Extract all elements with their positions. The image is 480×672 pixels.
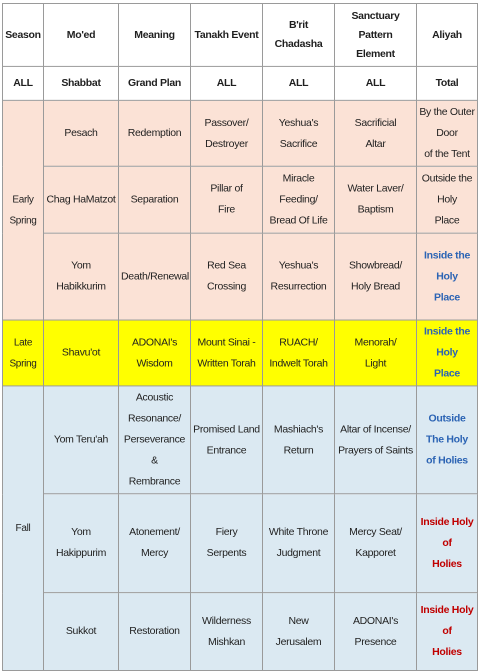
sanctuary-cell: Showbread/ Holy Bread — [334, 232, 417, 321]
header-meaning: Meaning — [118, 2, 191, 67]
moed-cell: Yom Habikkurim — [43, 232, 119, 321]
all-brit: ALL — [262, 65, 335, 101]
table-row: Sukkot Restoration Wilderness Mishkan Ne… — [3, 592, 478, 671]
table-row: Fall Yom Teru'ah Acoustic Resonance/ Per… — [2, 385, 478, 671]
tanakh-cell: Pillar of Fire — [190, 165, 263, 234]
meaning-cell: Redemption — [118, 99, 191, 167]
table-row: Late Spring Shavu'ot ADONAI's Wisdom Mou… — [2, 319, 478, 387]
tanakh-cell: Promised Land Entrance — [190, 385, 263, 495]
meaning-cell: Restoration — [118, 592, 191, 671]
aliyah-cell: Inside Holy of Holies — [416, 592, 478, 671]
season-fall: Fall — [2, 385, 44, 671]
tanakh-cell: Red Sea Crossing — [190, 232, 263, 321]
brit-cell: Miracle Feeding/ Bread Of Life — [262, 165, 335, 234]
tanakh-cell: Mount Sinai - Written Torah — [190, 319, 263, 387]
table-row: Chag HaMatzot Separation Pillar of Fire … — [3, 165, 478, 234]
tanakh-cell: Wilderness Mishkan — [190, 592, 263, 671]
tanakh-cell: Fiery Serpents — [190, 493, 263, 594]
table-row: Yom Hakippurim Atonement/ Mercy Fiery Se… — [3, 493, 478, 594]
tanakh-cell: Passover/ Destroyer — [190, 99, 263, 167]
header-brit-chadasha: B'rit Chadasha — [262, 2, 335, 67]
brit-cell: Mashiach's Return — [262, 385, 335, 495]
moed-cell: Shavu'ot — [43, 319, 119, 387]
header-row: Season Mo'ed Meaning Tanakh Event B'rit … — [2, 2, 478, 67]
table-row: Yom Habikkurim Death/Renewal Red Sea Cro… — [3, 232, 478, 321]
season-early-spring: Early Spring — [2, 99, 44, 321]
season-late-spring: Late Spring — [2, 319, 44, 387]
header-aliyah: Aliyah — [416, 2, 478, 67]
all-row: ALL Shabbat Grand Plan ALL ALL ALL Total — [2, 65, 478, 101]
brit-cell: Yeshua's Resurrection — [262, 232, 335, 321]
moed-cell: Sukkot — [43, 592, 119, 671]
all-aliyah: Total — [416, 65, 478, 101]
header-sanctuary-element: Sanctuary Pattern Element — [334, 2, 417, 67]
sanctuary-cell: Water Laver/ Baptism — [334, 165, 417, 234]
header-moed: Mo'ed — [43, 2, 119, 67]
aliyah-cell: Inside the Holy Place — [416, 319, 478, 387]
all-tanakh: ALL — [190, 65, 263, 101]
all-moed: Shabbat — [43, 65, 119, 101]
header-season: Season — [2, 2, 44, 67]
meaning-cell: Separation — [118, 165, 191, 234]
all-meaning: Grand Plan — [118, 65, 191, 101]
brit-cell: Yeshua's Sacrifice — [262, 99, 335, 167]
moed-cell: Yom Hakippurim — [43, 493, 119, 594]
aliyah-cell: By the Outer Door of the Tent — [416, 99, 478, 167]
aliyah-cell: Outside the Holy Place — [416, 165, 478, 234]
sanctuary-cell: Menorah/ Light — [334, 319, 417, 387]
table-row: Early Spring Pesach Redemption Passover/… — [2, 99, 478, 321]
all-sanctuary: ALL — [334, 65, 417, 101]
all-season: ALL — [2, 65, 44, 101]
sanctuary-cell: Mercy Seat/ Kapporet — [334, 493, 417, 594]
meaning-cell: Death/Renewal — [118, 232, 191, 321]
brit-cell: New Jerusalem — [262, 592, 335, 671]
meaning-cell: ADONAI's Wisdom — [118, 319, 191, 387]
moed-cell: Yom Teru'ah — [43, 385, 119, 495]
brit-cell: RUACH/ Indwelt Torah — [262, 319, 335, 387]
brit-cell: White Throne Judgment — [262, 493, 335, 594]
sanctuary-cell: Sacrificial Altar — [334, 99, 417, 167]
meaning-cell: Acoustic Resonance/ Perseverance & Rembr… — [118, 385, 191, 495]
meaning-cell: Atonement/ Mercy — [118, 493, 191, 594]
sanctuary-cell: ADONAI's Presence — [334, 592, 417, 671]
aliyah-cell: Inside Holy of Holies — [416, 493, 478, 594]
aliyah-cell: Outside The Holy of Holies — [416, 385, 478, 495]
header-tanakh-event: Tanakh Event — [190, 2, 263, 67]
sanctuary-cell: Altar of Incense/ Prayers of Saints — [334, 385, 417, 495]
aliyah-cell: Inside the Holy Place — [416, 232, 478, 321]
moed-cell: Chag HaMatzot — [43, 165, 119, 234]
moed-cell: Pesach — [43, 99, 119, 167]
